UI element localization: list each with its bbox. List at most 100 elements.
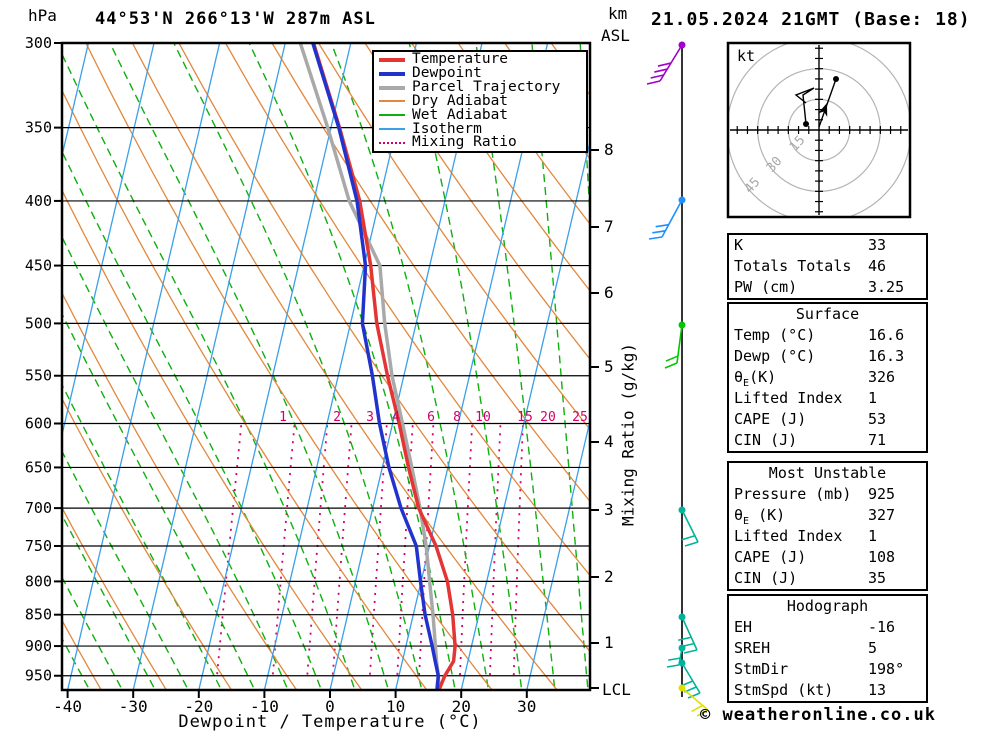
legend-item: Mixing Ratio <box>374 134 586 151</box>
table-header: Most Unstable <box>768 464 887 482</box>
table-row: PW (cm) 3.25 <box>729 277 926 298</box>
table-row-label: StmSpd (kt) <box>734 681 834 699</box>
legend: Temperature Dewpoint Parcel Trajectory Dry … <box>372 50 588 153</box>
table-row-label: Pressure (mb) <box>734 485 852 503</box>
table-row: Lifted Index 1 <box>729 526 926 547</box>
lcl-label: LCL <box>602 680 631 699</box>
temperature-axis: -40 -30 -20 -10 0 10 20 30 <box>53 690 536 716</box>
wind-barb <box>678 613 698 654</box>
metrics-table: Surface Temp (°C) 16.6 Dewp (°C) 16.3 θE(K) 32… <box>727 302 928 453</box>
table-row-label: Totals Totals <box>734 257 852 275</box>
wind-barb <box>678 506 699 547</box>
table-row: CIN (J) 35 <box>729 568 926 589</box>
table-row: StmDir 198° <box>729 659 926 680</box>
svg-text:800: 800 <box>25 572 52 590</box>
mixing-ratio-axis-label: Mixing Ratio (g/kg) <box>618 342 638 527</box>
svg-text:400: 400 <box>25 192 52 210</box>
svg-text:0: 0 <box>325 697 335 716</box>
table-row-value: 53 <box>868 410 887 428</box>
table-row-value: 13 <box>868 681 887 699</box>
svg-text:350: 350 <box>25 119 52 137</box>
table-row-value: 46 <box>868 257 887 275</box>
svg-text:6: 6 <box>427 410 435 425</box>
page-title: 44°53'N 266°13'W 287m ASL <box>95 9 376 29</box>
svg-text:1: 1 <box>604 633 614 652</box>
svg-text:3: 3 <box>366 410 374 425</box>
table-row-value: 327 <box>868 506 896 524</box>
table-header: Hodograph <box>786 597 869 615</box>
table-row: CAPE (J) 53 <box>729 409 926 430</box>
svg-text:550: 550 <box>25 367 52 385</box>
wind-barb <box>678 684 709 717</box>
legend-label: Mixing Ratio <box>412 134 517 151</box>
wind-barb <box>648 196 686 240</box>
table-row: K 33 <box>729 235 926 256</box>
svg-text:600: 600 <box>25 414 52 432</box>
table-header: Surface <box>795 305 860 323</box>
table-row-value: 71 <box>868 431 887 449</box>
legend-line-sample <box>379 114 405 117</box>
wet-adiabat-lines <box>63 44 589 688</box>
svg-text:750: 750 <box>25 537 52 555</box>
table-row: CIN (J) 71 <box>729 430 926 451</box>
table-row-label: Dewp (°C) <box>734 347 816 365</box>
table-row-value: 33 <box>868 236 887 254</box>
legend-line-sample <box>379 57 405 62</box>
hodograph-unit: kt <box>737 47 756 65</box>
table-row-value: 326 <box>868 368 896 386</box>
table-row-value: 108 <box>868 548 896 566</box>
metrics-table: Hodograph EH -16 SREH 5 StmDir 198° StmSpd (kt)… <box>727 594 928 703</box>
svg-text:4: 4 <box>392 410 400 425</box>
table-row-value: 925 <box>868 485 896 503</box>
table-row-value: 5 <box>868 639 878 657</box>
svg-text:5: 5 <box>604 357 614 376</box>
table-row: Lifted Index 1 <box>729 388 926 409</box>
table-row-value: 3.25 <box>868 278 905 296</box>
svg-text:4: 4 <box>604 432 614 451</box>
hodograph-border <box>726 41 912 219</box>
altitude-axis: 8 7 6 5 4 3 2 1 <box>590 140 614 689</box>
table-row-label: Temp (°C) <box>734 326 816 344</box>
svg-text:8: 8 <box>453 410 461 425</box>
table-row-label: CAPE (J) <box>734 548 807 566</box>
table-row-label: CAPE (J) <box>734 410 807 428</box>
table-row-label: K <box>734 236 744 254</box>
table-row-value: 16.3 <box>868 347 905 365</box>
altitude-axis-unit-km: km <box>608 4 628 23</box>
svg-text:15: 15 <box>517 410 533 425</box>
table-row: Dewp (°C) 16.3 <box>729 346 926 367</box>
copyright: © weatheronline.co.uk <box>700 705 936 725</box>
legend-line-sample <box>379 85 405 90</box>
svg-text:650: 650 <box>25 458 52 476</box>
legend-label: Isotherm <box>412 120 482 137</box>
svg-text:8: 8 <box>604 140 614 159</box>
svg-text:950: 950 <box>25 667 52 685</box>
svg-text:10: 10 <box>475 410 491 425</box>
table-row-label: CIN (J) <box>734 569 798 587</box>
table-row-label: Lifted Index <box>734 389 843 407</box>
table-row-value: 1 <box>868 527 878 545</box>
svg-text:3: 3 <box>604 500 614 519</box>
table-row-label: Lifted Index <box>734 527 843 545</box>
table-row: EH -16 <box>729 617 926 638</box>
table-row: θE(K) 326 <box>729 367 926 389</box>
wind-barb-column <box>646 41 709 717</box>
table-row-label: θE (K) <box>734 506 786 527</box>
table-row: CAPE (J) 108 <box>729 547 926 568</box>
svg-text:20: 20 <box>452 697 471 716</box>
table-row-value: 16.6 <box>868 326 905 344</box>
x-axis-label: Dewpoint / Temperature (°C) <box>178 712 482 732</box>
table-row-label: StmDir <box>734 660 789 678</box>
hodograph-ring-label: 30 <box>764 154 786 176</box>
legend-line-sample <box>379 141 405 144</box>
hodograph-ring-label: 45 <box>742 175 764 197</box>
svg-text:700: 700 <box>25 499 52 517</box>
svg-text:850: 850 <box>25 606 52 624</box>
legend-item: Temperature <box>374 52 586 67</box>
table-row-label: θE(K) <box>734 368 777 389</box>
svg-text:-10: -10 <box>250 697 279 716</box>
svg-text:30: 30 <box>517 697 536 716</box>
dewpoint-curve <box>311 44 441 689</box>
svg-text:25: 25 <box>572 410 588 425</box>
